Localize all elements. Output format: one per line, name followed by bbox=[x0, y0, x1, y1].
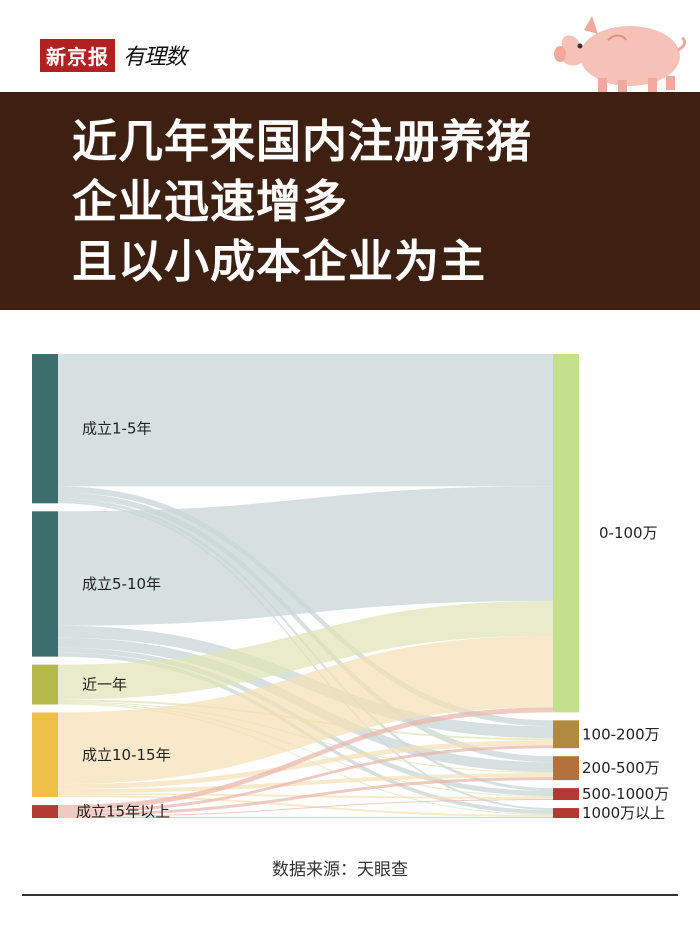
target-label: 100-200万 bbox=[582, 725, 660, 743]
sankey-link bbox=[58, 745, 553, 814]
sankey-link bbox=[58, 799, 553, 818]
sankey-link bbox=[58, 600, 553, 700]
target-node bbox=[553, 720, 579, 749]
sankey-link bbox=[58, 702, 553, 798]
source-node bbox=[32, 805, 58, 818]
source-label: 近一年 bbox=[82, 676, 127, 694]
sankey-link bbox=[58, 777, 553, 817]
sankey-link bbox=[58, 492, 553, 763]
brand-logo-box: 新京报 bbox=[40, 38, 115, 72]
sankey-link bbox=[58, 817, 553, 818]
pig-illustration-icon bbox=[554, 16, 687, 92]
target-label: 0-100万 bbox=[599, 524, 658, 542]
page-title: 近几年来国内注册养猪 企业迅速增多 且以小成本企业为主 bbox=[72, 112, 682, 292]
target-node bbox=[553, 808, 579, 818]
sankey-link bbox=[58, 740, 553, 790]
source-label: 成立5-10年 bbox=[82, 575, 161, 593]
footer-divider bbox=[22, 894, 678, 896]
title-line-3: 且以小成本企业为主 bbox=[72, 235, 487, 288]
target-node bbox=[553, 756, 579, 781]
source-node bbox=[32, 511, 58, 657]
sankey-link bbox=[58, 635, 553, 785]
title-band bbox=[0, 92, 700, 310]
header: 新京报 有理数 bbox=[0, 0, 700, 92]
sankey-link bbox=[58, 486, 553, 626]
sankey-link bbox=[58, 773, 553, 794]
source-node bbox=[32, 712, 58, 798]
target-label: 500-1000万 bbox=[582, 785, 669, 803]
target-label: 1000万以上 bbox=[582, 804, 665, 822]
source-node bbox=[32, 664, 58, 705]
source-node bbox=[32, 354, 58, 504]
sankey-link bbox=[58, 795, 553, 818]
brand-logo: 新京报 有理数 bbox=[40, 38, 187, 72]
source-label: 成立15年以上 bbox=[76, 803, 170, 821]
sankey-nodes bbox=[32, 354, 579, 818]
title-line-2: 企业迅速增多 bbox=[72, 175, 349, 228]
source-label: 成立1-5年 bbox=[82, 420, 152, 438]
sankey-link bbox=[58, 707, 553, 811]
source-label: 成立10-15年 bbox=[82, 746, 171, 764]
sankey-link bbox=[58, 354, 553, 487]
target-node bbox=[553, 354, 579, 713]
title-line-1: 近几年来国内注册养猪 bbox=[72, 115, 533, 168]
target-label: 200-500万 bbox=[582, 759, 660, 777]
target-node bbox=[553, 788, 579, 801]
source-note: 数据来源：天眼查 bbox=[272, 860, 408, 880]
sankey-links bbox=[58, 354, 553, 818]
brand-logo-script: 有理数 bbox=[123, 45, 187, 70]
